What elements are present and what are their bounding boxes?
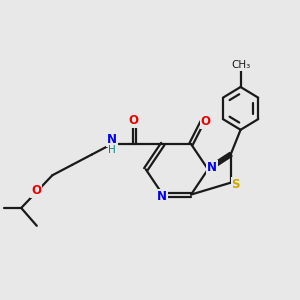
Text: CH₃: CH₃	[231, 60, 250, 70]
Text: H: H	[109, 145, 116, 155]
Text: N: N	[107, 133, 117, 146]
Text: N: N	[157, 190, 167, 202]
Text: S: S	[232, 178, 240, 191]
Text: O: O	[31, 184, 41, 196]
Text: O: O	[201, 115, 211, 128]
Text: N: N	[207, 161, 217, 174]
Text: O: O	[129, 114, 139, 127]
